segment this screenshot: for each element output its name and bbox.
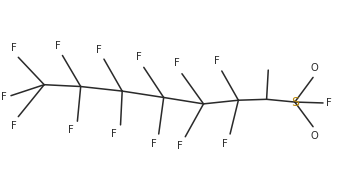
Text: F: F xyxy=(214,56,220,66)
Text: F: F xyxy=(174,58,180,68)
Text: F: F xyxy=(111,129,117,139)
Text: F: F xyxy=(11,43,17,53)
Text: F: F xyxy=(68,125,73,135)
Text: F: F xyxy=(222,139,228,148)
Text: F: F xyxy=(11,121,17,131)
Text: F: F xyxy=(1,92,7,102)
Text: O: O xyxy=(311,63,318,73)
Text: F: F xyxy=(136,52,142,62)
Text: F: F xyxy=(55,41,60,51)
Text: O: O xyxy=(311,131,318,141)
Text: F: F xyxy=(177,141,183,151)
Text: S: S xyxy=(291,95,299,109)
Text: F: F xyxy=(151,139,157,149)
Text: F: F xyxy=(96,45,102,55)
Text: F: F xyxy=(326,98,331,108)
